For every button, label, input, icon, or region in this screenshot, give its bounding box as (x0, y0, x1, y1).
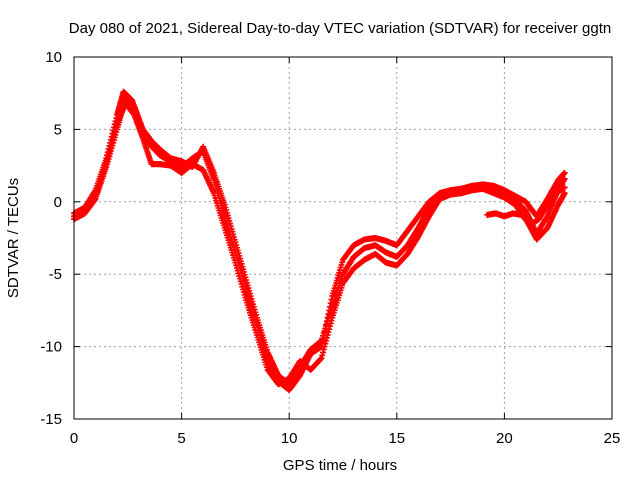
y-tick-label: 10 (45, 49, 62, 66)
y-tick-label: 5 (54, 121, 62, 138)
y-axis-title: SDTVAR / TECUs (5, 178, 22, 298)
x-tick-label: 5 (177, 430, 185, 447)
chart-title: Day 080 of 2021, Sidereal Day-to-day VTE… (69, 20, 611, 37)
data-point (561, 175, 568, 182)
x-tick-label: 20 (496, 430, 513, 447)
y-tick-label: -10 (40, 339, 62, 356)
x-tick-label: 15 (388, 430, 405, 447)
axis-ticks: 0 5 10 15 20 25 -15 -10 -5 0 5 10 (40, 49, 620, 447)
y-tick-label: 0 (54, 194, 62, 211)
x-tick-label: 0 (70, 430, 78, 447)
grid (74, 57, 612, 419)
y-tick-label: -15 (40, 411, 62, 428)
y-tick-label: -5 (49, 266, 62, 283)
data-series (71, 88, 568, 394)
series-trace-4 (484, 184, 568, 228)
data-point (561, 169, 568, 176)
x-tick-label: 10 (281, 430, 298, 447)
series-trace-3 (71, 100, 568, 388)
data-point (561, 184, 568, 191)
data-point (561, 190, 568, 197)
x-tick-label: 25 (604, 430, 621, 447)
plot-frame (73, 56, 613, 420)
x-axis-title: GPS time / hours (283, 457, 397, 474)
